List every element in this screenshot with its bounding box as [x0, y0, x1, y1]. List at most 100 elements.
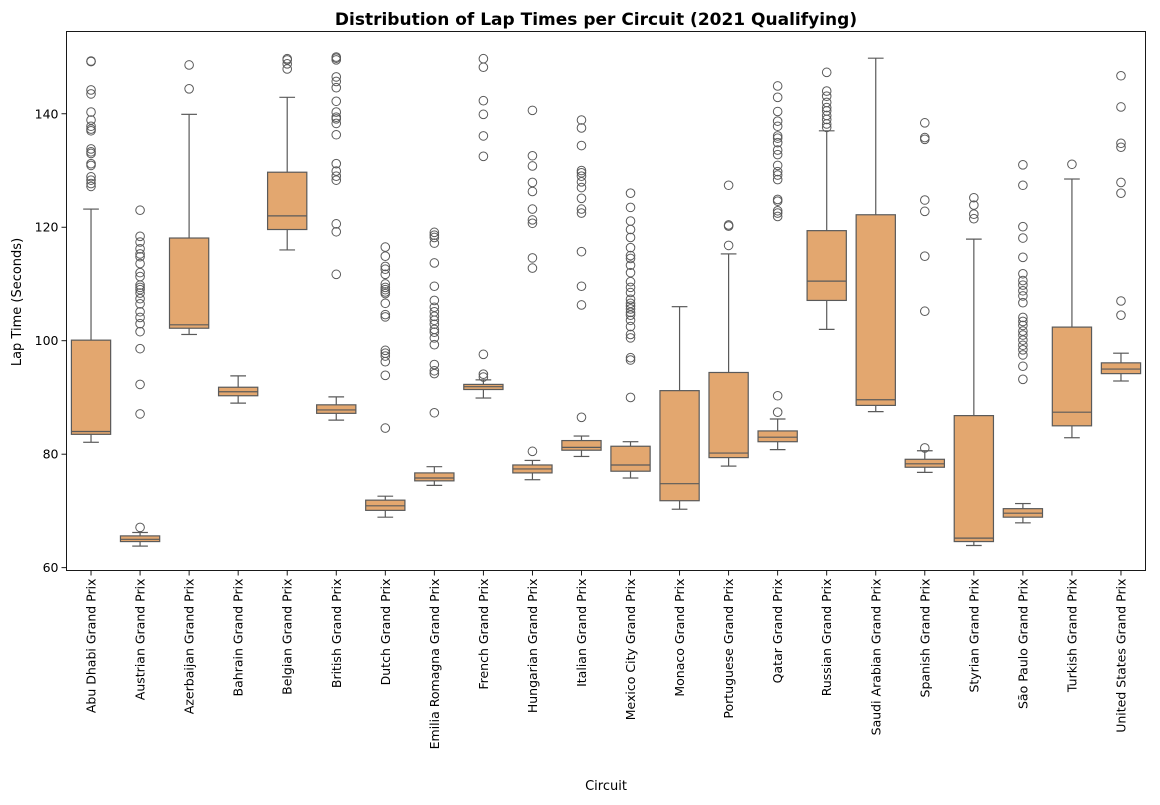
outlier-point [282, 59, 293, 69]
outlier-point [772, 208, 783, 218]
outlier-point [625, 355, 636, 365]
outlier-point [576, 193, 587, 204]
outlier-point [527, 105, 538, 116]
outlier-point [1018, 326, 1028, 336]
outlier-point [331, 129, 342, 140]
outlier-point [478, 53, 489, 64]
outlier-point [576, 182, 587, 193]
x-tick-label: Monaco Grand Prix [672, 579, 687, 697]
outlier-point [135, 299, 145, 309]
outlier-point [919, 195, 930, 205]
outlier-point [1116, 138, 1126, 149]
outlier-point [380, 279, 391, 289]
outlier-point [1116, 142, 1126, 153]
outlier-point [380, 309, 391, 320]
outlier-point [527, 446, 538, 457]
box-group [806, 67, 847, 330]
outlier-point [429, 359, 440, 370]
box-group [512, 105, 553, 481]
outlier-point [1018, 320, 1028, 331]
box [1100, 362, 1142, 375]
outlier-point [429, 238, 440, 248]
box-group [659, 306, 700, 510]
outlier-point [1018, 252, 1028, 263]
box [168, 237, 210, 329]
outlier-point [1067, 159, 1077, 170]
outlier-point [331, 52, 342, 62]
outlier-point [576, 412, 587, 423]
box [757, 430, 798, 443]
outlier-point [331, 171, 342, 181]
outlier-point [331, 219, 342, 229]
outlier-point [380, 282, 391, 293]
outlier-point [772, 407, 783, 418]
outlier-point [331, 112, 342, 122]
outlier-point [772, 137, 783, 148]
x-tick-label: Turkish Grand Prix [1064, 579, 1079, 694]
outlier-point [723, 180, 734, 191]
box-group [757, 81, 798, 451]
outlier-point [429, 306, 440, 317]
outlier-point [527, 150, 538, 161]
outlier-point [1018, 291, 1028, 301]
outlier-point [1018, 361, 1028, 372]
box-group [1100, 70, 1142, 382]
outlier-point [1018, 312, 1028, 323]
outlier-point [380, 261, 391, 272]
outlier-point [723, 240, 734, 251]
outlier-point [821, 86, 832, 96]
outlier-point [625, 202, 636, 213]
outlier-point [380, 284, 391, 295]
box [1051, 326, 1093, 427]
x-tick-label: Qatar Grand Prix [770, 579, 785, 684]
outlier-point [919, 118, 930, 128]
outlier-point [821, 110, 832, 121]
outlier-point [380, 251, 391, 261]
outlier-point [429, 295, 440, 306]
outlier-point [625, 242, 636, 253]
box-group [414, 227, 455, 486]
outlier-point [135, 231, 145, 242]
outlier-point [772, 81, 783, 91]
x-tick-label: Azerbaijan Grand Prix [182, 579, 197, 715]
y-tick-label: 60 [43, 560, 59, 575]
outlier-point [625, 188, 636, 198]
outlier-point [576, 123, 587, 133]
box [806, 230, 847, 302]
x-tick-label: Styrian Grand Prix [966, 579, 981, 693]
outlier-point [772, 390, 783, 401]
box-group [168, 60, 210, 336]
outlier-point [380, 348, 391, 358]
outlier-point [429, 339, 440, 350]
box [610, 445, 651, 472]
outlier-point [135, 306, 145, 317]
outlier-point [625, 352, 636, 363]
outlier-point [1018, 275, 1028, 286]
outlier-point [576, 204, 587, 214]
outlier-point [772, 116, 783, 126]
outlier-point [86, 56, 96, 66]
x-tick-label: Emilia Romagna Grand Prix [427, 579, 442, 750]
outlier-point [772, 106, 783, 117]
outlier-point [625, 329, 636, 340]
box-group [855, 57, 896, 413]
outlier-point [135, 312, 145, 323]
outlier-point [625, 392, 636, 403]
outlier-point [331, 82, 342, 93]
outlier-point [135, 343, 145, 354]
outlier-point [86, 175, 96, 185]
x-tick-label: British Grand Prix [329, 579, 344, 689]
outlier-point [86, 85, 96, 95]
x-tick-label: São Paulo Grand Prix [1015, 579, 1030, 710]
outlier-point [1018, 316, 1028, 327]
outlier-point [86, 144, 96, 154]
outlier-point [331, 118, 342, 129]
outlier-point [86, 171, 96, 182]
outlier-point [625, 282, 636, 293]
outlier-point [331, 96, 342, 107]
outlier-point [86, 121, 96, 132]
outlier-point [772, 131, 783, 141]
outlier-point [1116, 70, 1126, 81]
outlier-point [1116, 102, 1126, 112]
outlier-point [282, 53, 293, 64]
